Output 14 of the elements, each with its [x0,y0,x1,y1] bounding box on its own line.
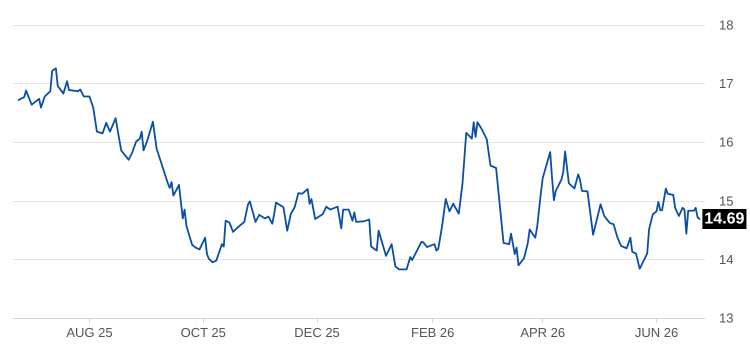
annotation: 14.69 [704,210,745,228]
x-tick-label: FEB 26 [410,325,454,340]
y-tick-label: 16 [719,134,734,150]
y-tick-label: 17 [719,76,734,92]
x-tick-label: DEC 25 [294,325,340,340]
x-tick-label: JUN 26 [634,325,678,340]
y-tick-label: 14 [719,252,734,267]
y-tick-label: 18 [719,18,734,32]
y-tick-label: 13 [719,310,734,326]
line-series [18,67,700,270]
x-tick-label: APR 26 [520,325,566,340]
x-tick-label: OCT 25 [180,325,226,340]
x-tick-label: AUG 25 [66,325,113,340]
y-tick-label: 15 [719,193,734,208]
